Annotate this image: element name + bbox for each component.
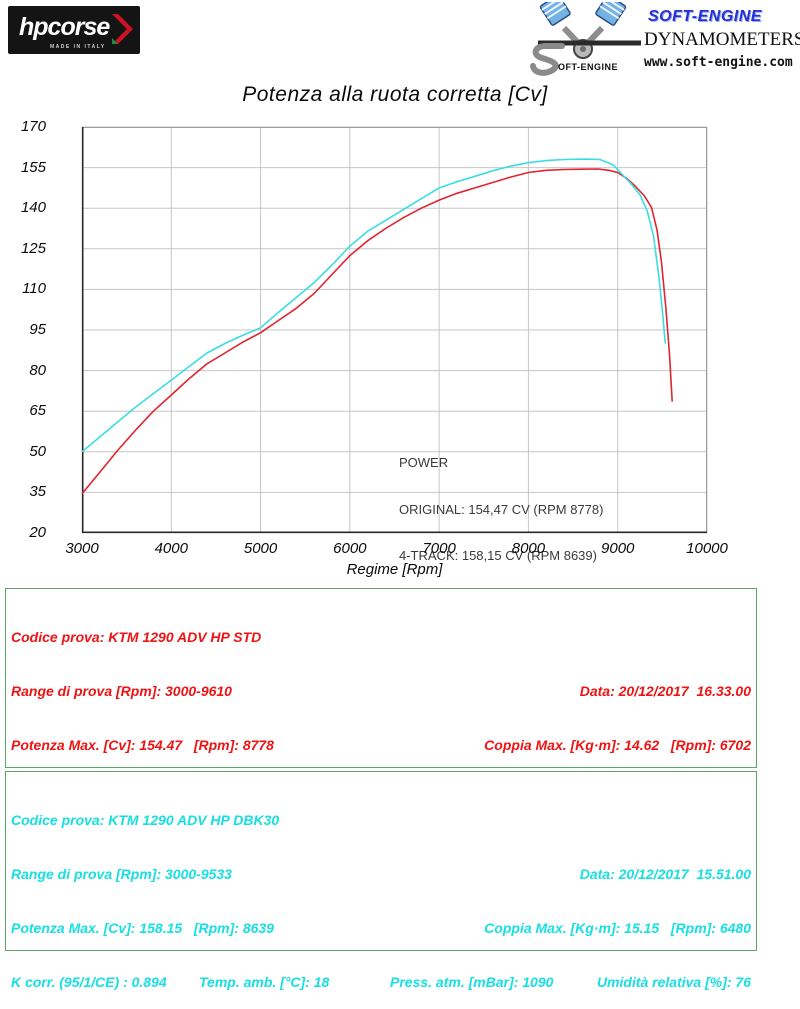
x-tick-label: 5000 — [243, 540, 278, 557]
softengine-dynamometers-text: DYNAMOMETERS — [644, 29, 800, 50]
curve-ORIGINAL — [81, 168, 673, 495]
hpcorse-made-in-italy-text: MADE IN ITALY — [50, 44, 106, 50]
result-box-original: Codice prova: KTM 1290 ADV HP STD Range … — [5, 588, 757, 807]
x-axis-label: Regime [Rpm] — [346, 561, 443, 578]
x-tick-label: 4000 — [154, 540, 188, 557]
y-tick-label: 80 — [29, 361, 46, 379]
y-tick-label: 95 — [29, 321, 46, 338]
y-tick-label: 155 — [20, 158, 46, 176]
coppia-max-text: Coppia Max. [Kg·m]: 15.15 [Rpm]: 6480 — [484, 920, 751, 936]
codice-prova-text: Codice prova: KTM 1290 ADV HP STD — [11, 629, 262, 645]
chart-title: Potenza alla ruota corretta [Cv] — [242, 83, 548, 106]
potenza-max-text: Potenza Max. [Cv]: 158.15 [Rpm]: 8639 — [11, 920, 274, 936]
plot-area — [81, 126, 708, 534]
range-prova-text: Range di prova [Rpm]: 3000-9610 — [11, 683, 232, 699]
dyno-power-chart: Potenza alla ruota corretta [Cv] POWER O… — [20, 83, 728, 578]
codice-prova-text: Codice prova: KTM 1290 ADV HP DBK30 — [11, 812, 280, 828]
range-prova-text: Range di prova [Rpm]: 3000-9533 — [11, 866, 232, 882]
y-tick-label: 65 — [29, 402, 46, 420]
hpcorse-brand-text: hpcorse — [19, 13, 110, 41]
umidita-text: Umidità relativa [%]: 76 — [596, 974, 751, 990]
x-tick-label: 9000 — [601, 540, 635, 557]
x-tick-label: 8000 — [511, 540, 546, 557]
k-corr-text: K corr. (95/1/CE) : 0.894 — [11, 974, 167, 990]
softengine-oft-engine-text: OFT-ENGINE — [558, 62, 619, 72]
annotation-line-power: POWER — [399, 455, 449, 470]
y-tick-label: 110 — [22, 280, 46, 298]
result-box-4track: Codice prova: KTM 1290 ADV HP DBK30 Rang… — [5, 771, 757, 990]
x-tick-label: 10000 — [686, 540, 728, 557]
hpcorse-logo: hpcorse MADE IN ITALY — [8, 6, 140, 54]
x-tick-label: 7000 — [422, 540, 456, 557]
y-tick-label: 170 — [20, 118, 46, 135]
power-annotation: POWER ORIGINAL: 154,47 CV (RPM 8778) 4-T… — [399, 424, 603, 595]
press-atm-text: Press. atm. [mBar]: 1090 — [390, 974, 554, 990]
coppia-max-text: Coppia Max. [Kg·m]: 14.62 [Rpm]: 6702 — [484, 737, 751, 753]
x-tick-label: 3000 — [65, 540, 99, 557]
annotation-line-4track: 4-TRACK: 158,15 CV (RPM 8639) — [399, 548, 597, 563]
potenza-max-text: Potenza Max. [Cv]: 154.47 [Rpm]: 8778 — [11, 737, 274, 753]
softengine-logo: OFT-ENGINE SOFT-ENGINE DYNAMOMETERS www.… — [528, 2, 800, 80]
y-tick-label: 35 — [29, 483, 46, 501]
data-text: Data: 20/12/2017 15.51.00 — [579, 866, 751, 882]
annotation-line-original: ORIGINAL: 154,47 CV (RPM 8778) — [399, 501, 604, 517]
hpcorse-arrow-icon — [112, 14, 133, 44]
softengine-brand-text: SOFT-ENGINE — [648, 8, 762, 25]
temp-amb-text: Temp. amb. [°C]: 18 — [199, 974, 330, 990]
softengine-pistons-icon — [530, 2, 641, 76]
y-tick-label: 20 — [29, 524, 46, 541]
curve-4-TRACK — [81, 158, 667, 453]
y-tick-label: 50 — [29, 442, 46, 460]
y-tick-label: 125 — [20, 239, 46, 257]
y-tick-label: 140 — [20, 199, 46, 217]
x-tick-label: 6000 — [333, 540, 367, 557]
data-text: Data: 20/12/2017 16.33.00 — [579, 683, 751, 699]
softengine-website-text: www.soft-engine.com — [644, 55, 793, 70]
